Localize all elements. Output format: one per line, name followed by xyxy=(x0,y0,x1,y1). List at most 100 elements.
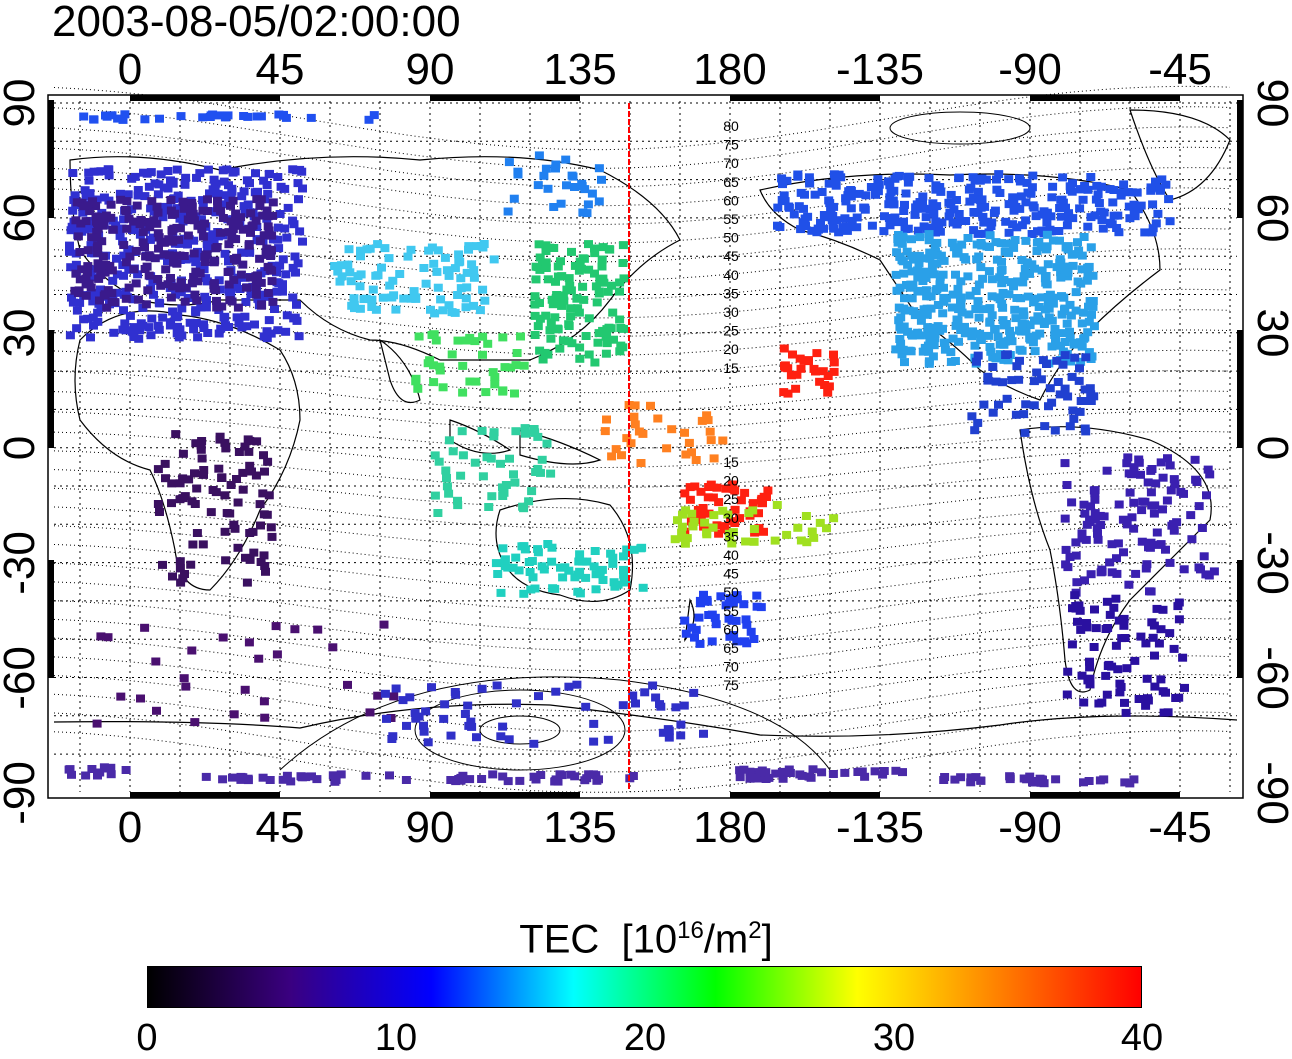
tec-point xyxy=(699,590,708,599)
tec-point xyxy=(566,286,576,295)
tec-point xyxy=(224,228,234,237)
tec-point xyxy=(244,447,254,456)
tec-point xyxy=(519,361,529,370)
tec-point xyxy=(175,214,185,223)
tec-point xyxy=(1023,188,1033,197)
tec-point xyxy=(272,278,282,287)
tec-point xyxy=(461,294,471,303)
tec-point xyxy=(431,336,441,345)
left-label-90: 90 xyxy=(0,79,44,128)
contour-label-north: 15 xyxy=(723,360,739,376)
contour-label-south: 15 xyxy=(723,454,739,470)
tec-point xyxy=(458,361,468,370)
tec-point xyxy=(549,203,559,211)
tec-point xyxy=(529,425,539,433)
tec-point xyxy=(1041,278,1051,287)
tec-point xyxy=(512,349,522,357)
tec-point xyxy=(150,179,160,188)
tec-point xyxy=(134,334,144,343)
tec-point xyxy=(79,202,89,211)
tec-point xyxy=(615,287,624,296)
tec-point xyxy=(1111,594,1121,603)
tec-point xyxy=(98,218,108,227)
tec-point xyxy=(379,620,389,629)
tec-point xyxy=(519,504,529,513)
tec-point xyxy=(230,524,240,533)
tec-point xyxy=(1142,560,1152,569)
tec-point xyxy=(1017,221,1027,230)
tec-point xyxy=(761,768,771,777)
tec-point xyxy=(572,294,582,303)
tec-point xyxy=(235,285,245,293)
tec-point xyxy=(736,496,746,505)
tec-point xyxy=(594,329,604,338)
tec-point xyxy=(819,211,829,219)
tec-point xyxy=(1077,319,1087,328)
tec-point xyxy=(433,509,443,517)
tec-point xyxy=(1004,200,1014,209)
tec-point xyxy=(68,169,78,177)
tec-point xyxy=(251,277,261,286)
tec-point xyxy=(1112,554,1121,563)
contour-label-north: 20 xyxy=(723,341,739,357)
tec-point xyxy=(742,620,752,629)
tec-point xyxy=(456,274,466,283)
tec-point xyxy=(488,770,498,779)
tec-point xyxy=(1120,778,1130,787)
tec-point xyxy=(505,454,514,463)
tec-point xyxy=(540,348,550,357)
tec-point xyxy=(923,341,933,350)
tec-point xyxy=(899,207,909,215)
tec-point xyxy=(429,361,438,370)
tec-point xyxy=(1118,515,1128,524)
tec-point xyxy=(984,267,994,276)
tec-point xyxy=(697,416,707,425)
tec-point xyxy=(389,692,399,701)
tec-point xyxy=(924,174,934,183)
tec-point xyxy=(419,264,429,272)
tec-point xyxy=(671,703,681,712)
tec-point xyxy=(140,243,149,252)
tec-point xyxy=(618,343,628,352)
tec-point xyxy=(1042,218,1052,227)
tec-point xyxy=(777,767,787,776)
tec-point xyxy=(579,295,589,304)
top-label-0: 0 xyxy=(118,45,142,94)
tec-point xyxy=(237,192,247,201)
tec-point xyxy=(535,299,544,307)
tec-point xyxy=(687,509,697,518)
tec-point xyxy=(879,227,889,236)
tec-point xyxy=(989,209,999,218)
tec-point xyxy=(377,263,386,272)
tec-point xyxy=(238,225,248,234)
tec-point xyxy=(193,333,203,342)
tec-point xyxy=(226,481,236,489)
tec-point xyxy=(550,777,560,786)
tec-point xyxy=(630,420,640,429)
tec-point xyxy=(180,297,190,306)
tec-point xyxy=(1014,375,1024,384)
tec-point xyxy=(70,191,80,200)
tec-point xyxy=(444,489,454,498)
tec-point xyxy=(880,212,889,221)
tec-point xyxy=(884,200,894,209)
contour-label-north: 40 xyxy=(723,267,739,283)
tec-point xyxy=(1021,327,1031,336)
tec-point xyxy=(1091,195,1101,204)
tec-point xyxy=(80,186,90,195)
tec-point xyxy=(192,484,202,493)
tec-point xyxy=(91,202,101,210)
tec-point xyxy=(855,767,865,776)
tec-point xyxy=(567,247,576,256)
tec-point xyxy=(754,524,764,533)
tec-point xyxy=(1155,186,1165,195)
tec-point xyxy=(242,322,252,331)
tec-point xyxy=(1093,535,1103,544)
tec-point xyxy=(967,332,977,341)
tec-point xyxy=(714,498,724,507)
tec-point xyxy=(401,776,411,784)
tec-point xyxy=(1149,621,1159,630)
right-label-90: 90 xyxy=(1248,79,1292,128)
tec-point xyxy=(970,426,980,435)
tec-point xyxy=(1030,316,1039,325)
